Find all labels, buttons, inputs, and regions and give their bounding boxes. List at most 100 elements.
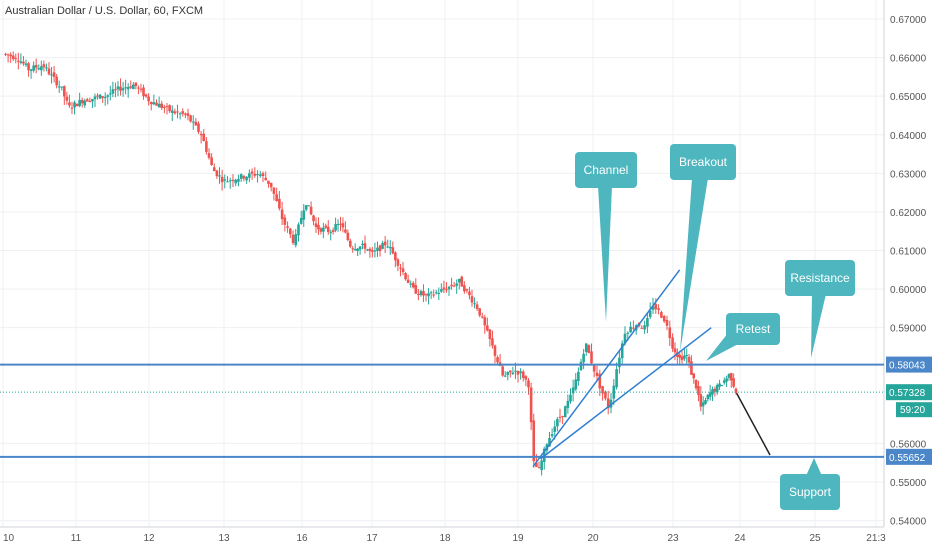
candle-body bbox=[114, 89, 117, 91]
candle-body bbox=[70, 107, 74, 109]
candle-body bbox=[509, 370, 512, 373]
countdown-label: 59:20 bbox=[900, 405, 925, 416]
candle-body bbox=[604, 391, 607, 399]
y-tick-label: 0.62000 bbox=[890, 208, 927, 219]
candle-body bbox=[356, 248, 359, 252]
candle-body bbox=[231, 179, 235, 182]
level-price-tag bbox=[886, 356, 932, 373]
candle-body bbox=[52, 72, 56, 77]
candle-body bbox=[116, 86, 120, 90]
candle-body bbox=[101, 96, 104, 98]
candle-body bbox=[579, 361, 583, 371]
candle-body bbox=[220, 176, 224, 183]
candle-body bbox=[411, 282, 415, 288]
candle-body bbox=[349, 240, 352, 247]
candle-body bbox=[704, 400, 707, 404]
candle-body bbox=[47, 68, 51, 75]
candle-body bbox=[574, 379, 578, 390]
candle-body bbox=[486, 325, 489, 331]
candle-body bbox=[322, 227, 325, 232]
candle-body bbox=[373, 250, 377, 252]
callout-box bbox=[726, 313, 780, 345]
callout-box bbox=[780, 474, 840, 510]
callout-label: Support bbox=[789, 485, 832, 499]
candle-body bbox=[662, 315, 666, 322]
candle-body bbox=[729, 373, 733, 381]
candle-body bbox=[88, 100, 92, 102]
candle-body bbox=[452, 285, 456, 287]
candle-body bbox=[427, 293, 430, 297]
candle-body bbox=[32, 65, 35, 71]
candle-body bbox=[194, 121, 198, 126]
candle-body bbox=[697, 385, 700, 395]
candle-body bbox=[137, 87, 140, 89]
candle-body bbox=[275, 194, 278, 202]
candle-body bbox=[78, 99, 81, 106]
candle-body bbox=[9, 54, 12, 57]
candle-body bbox=[673, 348, 677, 353]
candle-body bbox=[363, 243, 367, 249]
y-tick-label: 0.65000 bbox=[890, 92, 927, 103]
candle-body bbox=[532, 420, 536, 462]
candle-body bbox=[264, 177, 268, 181]
candle-body bbox=[401, 268, 405, 273]
candle-body bbox=[683, 355, 686, 359]
candle-body bbox=[609, 399, 613, 408]
candle-body bbox=[181, 111, 185, 114]
candle-body bbox=[186, 113, 190, 116]
candle-body bbox=[399, 267, 402, 269]
candle-body bbox=[93, 96, 97, 100]
candle-body bbox=[563, 406, 567, 418]
candle-body bbox=[429, 292, 433, 294]
candle-body bbox=[511, 372, 515, 374]
candle-body bbox=[396, 259, 400, 266]
candle-body bbox=[646, 318, 649, 327]
candle-body bbox=[253, 173, 257, 176]
candle-body bbox=[514, 370, 517, 372]
candle-body bbox=[491, 338, 494, 346]
candle-body bbox=[60, 86, 64, 88]
candle-body bbox=[577, 371, 580, 382]
candle-body bbox=[223, 179, 227, 181]
x-tick-label: 17 bbox=[366, 533, 378, 544]
candle-body bbox=[168, 105, 171, 112]
candle-body bbox=[339, 223, 342, 225]
candle-body bbox=[434, 292, 438, 294]
candle-body bbox=[237, 178, 240, 182]
candle-body bbox=[711, 389, 714, 395]
candle-body bbox=[527, 380, 530, 388]
candle-body bbox=[215, 170, 219, 177]
candle-body bbox=[248, 173, 251, 178]
y-tick-label: 0.67000 bbox=[890, 15, 927, 26]
candle-body bbox=[317, 224, 320, 230]
candle-body bbox=[540, 460, 543, 471]
candle-body bbox=[121, 88, 125, 91]
candle-body bbox=[119, 86, 122, 91]
candle-body bbox=[91, 98, 94, 102]
candle-body bbox=[278, 198, 281, 209]
callout-box bbox=[785, 260, 855, 296]
candle-body bbox=[106, 95, 110, 97]
candle-body bbox=[678, 354, 681, 358]
candle-body bbox=[473, 303, 476, 305]
candle-body bbox=[643, 325, 646, 330]
candle-body bbox=[142, 87, 145, 97]
candle-body bbox=[358, 246, 362, 250]
candle-body bbox=[152, 102, 156, 105]
candle-body bbox=[261, 173, 265, 176]
candle-body bbox=[353, 249, 357, 251]
candle-body bbox=[157, 103, 161, 108]
candle-body bbox=[319, 228, 323, 232]
candle-body bbox=[368, 248, 372, 252]
candle-body bbox=[19, 61, 23, 63]
candle-body bbox=[535, 462, 538, 467]
candle-body bbox=[618, 357, 621, 368]
candle-body bbox=[406, 279, 410, 284]
candle-body bbox=[329, 232, 332, 234]
candle-body bbox=[334, 224, 337, 231]
channel-line bbox=[532, 269, 681, 468]
callout-pointer bbox=[598, 186, 612, 322]
candle-body bbox=[654, 304, 658, 310]
candle-body bbox=[331, 230, 335, 232]
